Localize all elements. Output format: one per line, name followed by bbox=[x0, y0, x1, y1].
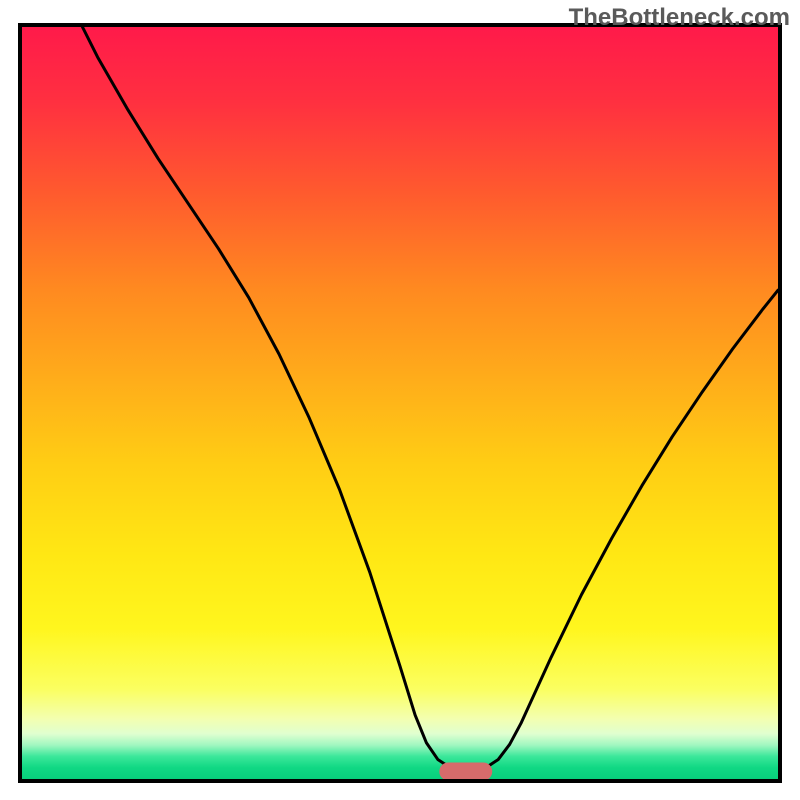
watermark-label: TheBottleneck.com bbox=[569, 4, 790, 32]
bottleneck-chart bbox=[0, 0, 800, 800]
optimum-marker bbox=[439, 762, 492, 780]
